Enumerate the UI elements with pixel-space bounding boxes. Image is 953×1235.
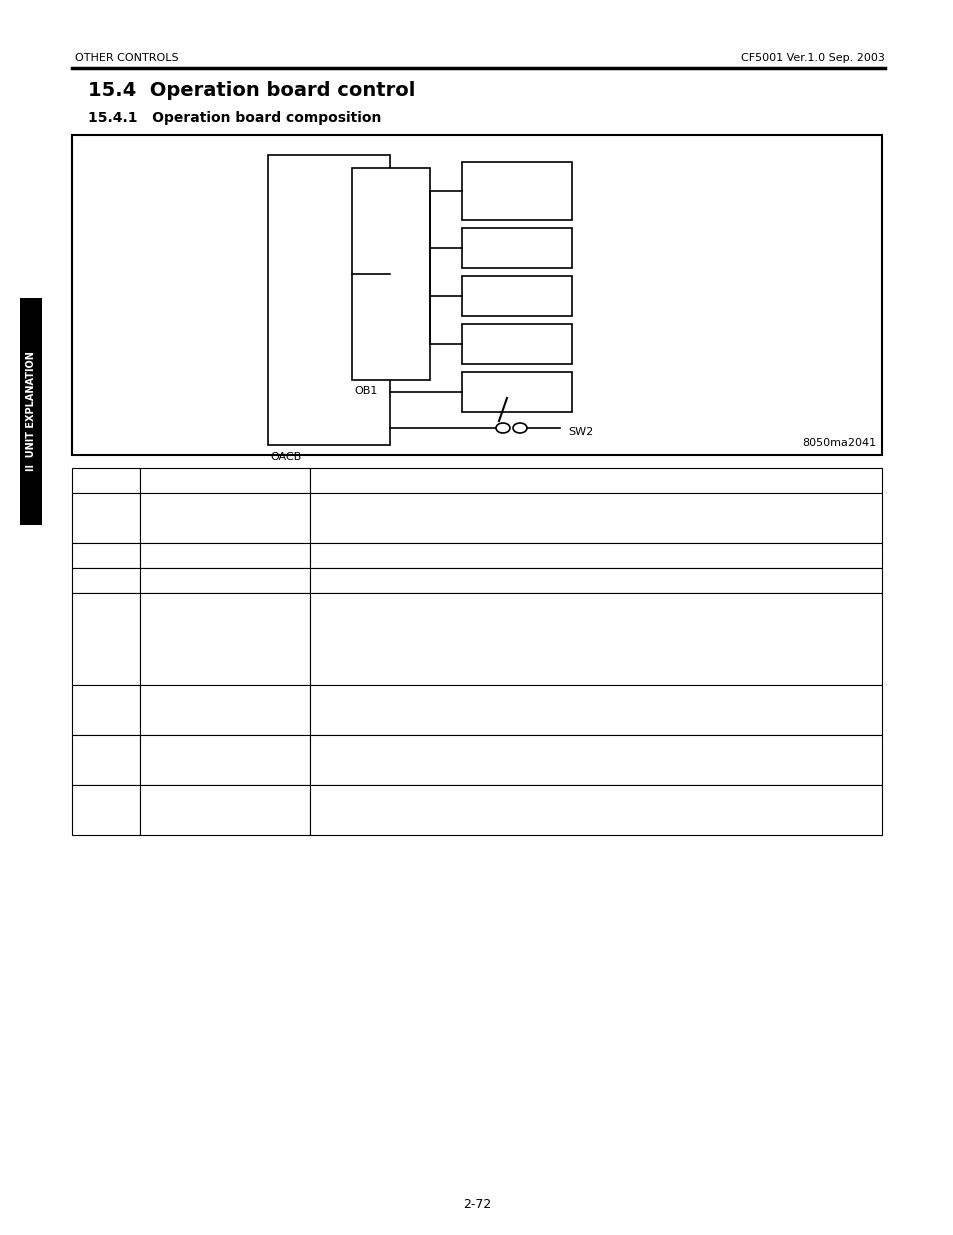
- Text: LCDB: LCDB: [90, 550, 122, 562]
- Text: Function or method: Function or method: [537, 474, 653, 487]
- Text: OACB: OACB: [270, 452, 301, 462]
- Text: LED-loaded board to grasp the on/off condition of the reset: LED-loaded board to grasp the on/off con…: [315, 692, 665, 704]
- Bar: [310, 568, 882, 593]
- Ellipse shape: [496, 424, 510, 433]
- Bar: [140, 493, 310, 543]
- Bar: [310, 543, 882, 568]
- Text: OB1: OB1: [93, 632, 118, 646]
- Bar: [71, 135, 882, 454]
- Bar: [461, 162, 572, 220]
- Text: [1]: [1]: [97, 511, 114, 525]
- Bar: [140, 568, 310, 593]
- Text: Control of the touch panel board, LCD board (LCDB), OB: Control of the touch panel board, LCD bo…: [315, 599, 647, 613]
- Text: CF5001 Ver.1.0 Sep. 2003: CF5001 Ver.1.0 Sep. 2003: [740, 53, 884, 63]
- Text: OTHER CONTROLS: OTHER CONTROLS: [75, 53, 178, 63]
- Bar: [71, 468, 140, 493]
- Bar: [310, 593, 882, 685]
- Bar: [310, 685, 882, 735]
- Text: OB3: OB3: [93, 753, 118, 767]
- Text: OB1: OB1: [354, 387, 377, 396]
- Text: Touch panel board: Touch panel board: [146, 511, 254, 525]
- Text: Operation board /1: Operation board /1: [146, 632, 258, 646]
- Bar: [20, 298, 42, 525]
- Text: OB2: OB2: [93, 704, 118, 716]
- Bar: [352, 168, 430, 380]
- Bar: [310, 735, 882, 785]
- Text: inverter board (OB INVB), operation board /3 (OB3), and the: inverter board (OB INVB), operation boar…: [315, 621, 671, 634]
- Text: II  UNIT EXPLANATION: II UNIT EXPLANATION: [26, 352, 36, 472]
- Text: OB3: OB3: [505, 338, 528, 350]
- Text: 15.4.1   Operation board composition: 15.4.1 Operation board composition: [88, 111, 381, 125]
- Text: SW2: SW2: [92, 804, 119, 816]
- Text: OB INVB: OB INVB: [81, 574, 131, 587]
- Bar: [268, 156, 390, 445]
- Text: OB INVB: OB INVB: [493, 291, 539, 301]
- Bar: [461, 275, 572, 316]
- Bar: [71, 543, 140, 568]
- Bar: [310, 493, 882, 543]
- Text: 2-72: 2-72: [462, 1198, 491, 1212]
- Text: the numeric pad: the numeric pad: [315, 663, 414, 677]
- Text: Main switch: Main switch: [146, 804, 215, 816]
- Text: Information of all sorts is displayed on this: Information of all sorts is displayed on…: [315, 550, 567, 562]
- Ellipse shape: [513, 424, 526, 433]
- Bar: [140, 593, 310, 685]
- Bar: [310, 468, 882, 493]
- Text: Volume loaded board to adjust the brightness of the LCD: Volume loaded board to adjust the bright…: [315, 741, 652, 755]
- Text: Name: Name: [208, 474, 242, 487]
- Text: board (LCDB): board (LCDB): [315, 763, 395, 777]
- Text: Symbol: Symbol: [84, 474, 128, 487]
- Text: LCDB: LCDB: [501, 243, 532, 253]
- Bar: [140, 735, 310, 785]
- Bar: [140, 785, 310, 835]
- Text: TOUCH PANEL
BOARD: TOUCH PANEL BOARD: [477, 180, 556, 201]
- Bar: [461, 324, 572, 364]
- Bar: [71, 568, 140, 593]
- Bar: [140, 543, 310, 568]
- Text: It does not function when the reset switch (SW1) is off: It does not function when the reset swit…: [315, 814, 637, 826]
- Text: 15.4  Operation board control: 15.4 Operation board control: [88, 80, 415, 100]
- Bar: [71, 685, 140, 735]
- Bar: [140, 685, 310, 735]
- Text: OB2: OB2: [505, 387, 528, 396]
- Text: Power switch of the operation board: Power switch of the operation board: [315, 792, 529, 804]
- Bar: [140, 468, 310, 493]
- Bar: [461, 372, 572, 412]
- Text: LCD board: LCD board: [146, 550, 208, 562]
- Text: 8050ma2041: 8050ma2041: [801, 438, 875, 448]
- Bar: [461, 228, 572, 268]
- Bar: [71, 735, 140, 785]
- Text: LCD board (LCDB): LCD board (LCDB): [315, 521, 422, 535]
- Text: SW2: SW2: [567, 427, 593, 437]
- Bar: [71, 593, 140, 685]
- Text: Operation board /3: Operation board /3: [146, 753, 257, 767]
- Text: Touch switch board used to directly select items shown on the: Touch switch board used to directly sele…: [315, 499, 683, 513]
- Bar: [310, 785, 882, 835]
- Text: switch (SW1): switch (SW1): [315, 714, 393, 726]
- Text: OB inverter board: OB inverter board: [146, 574, 252, 587]
- Bar: [71, 493, 140, 543]
- Bar: [71, 785, 140, 835]
- Text: control of the LED within the operation board /1 (OB2) and: control of the LED within the operation …: [315, 642, 662, 655]
- Text: Operation board /2: Operation board /2: [146, 704, 258, 716]
- Text: Inverter that drives the LCD board (LCDB): Inverter that drives the LCD board (LCDB…: [315, 574, 564, 587]
